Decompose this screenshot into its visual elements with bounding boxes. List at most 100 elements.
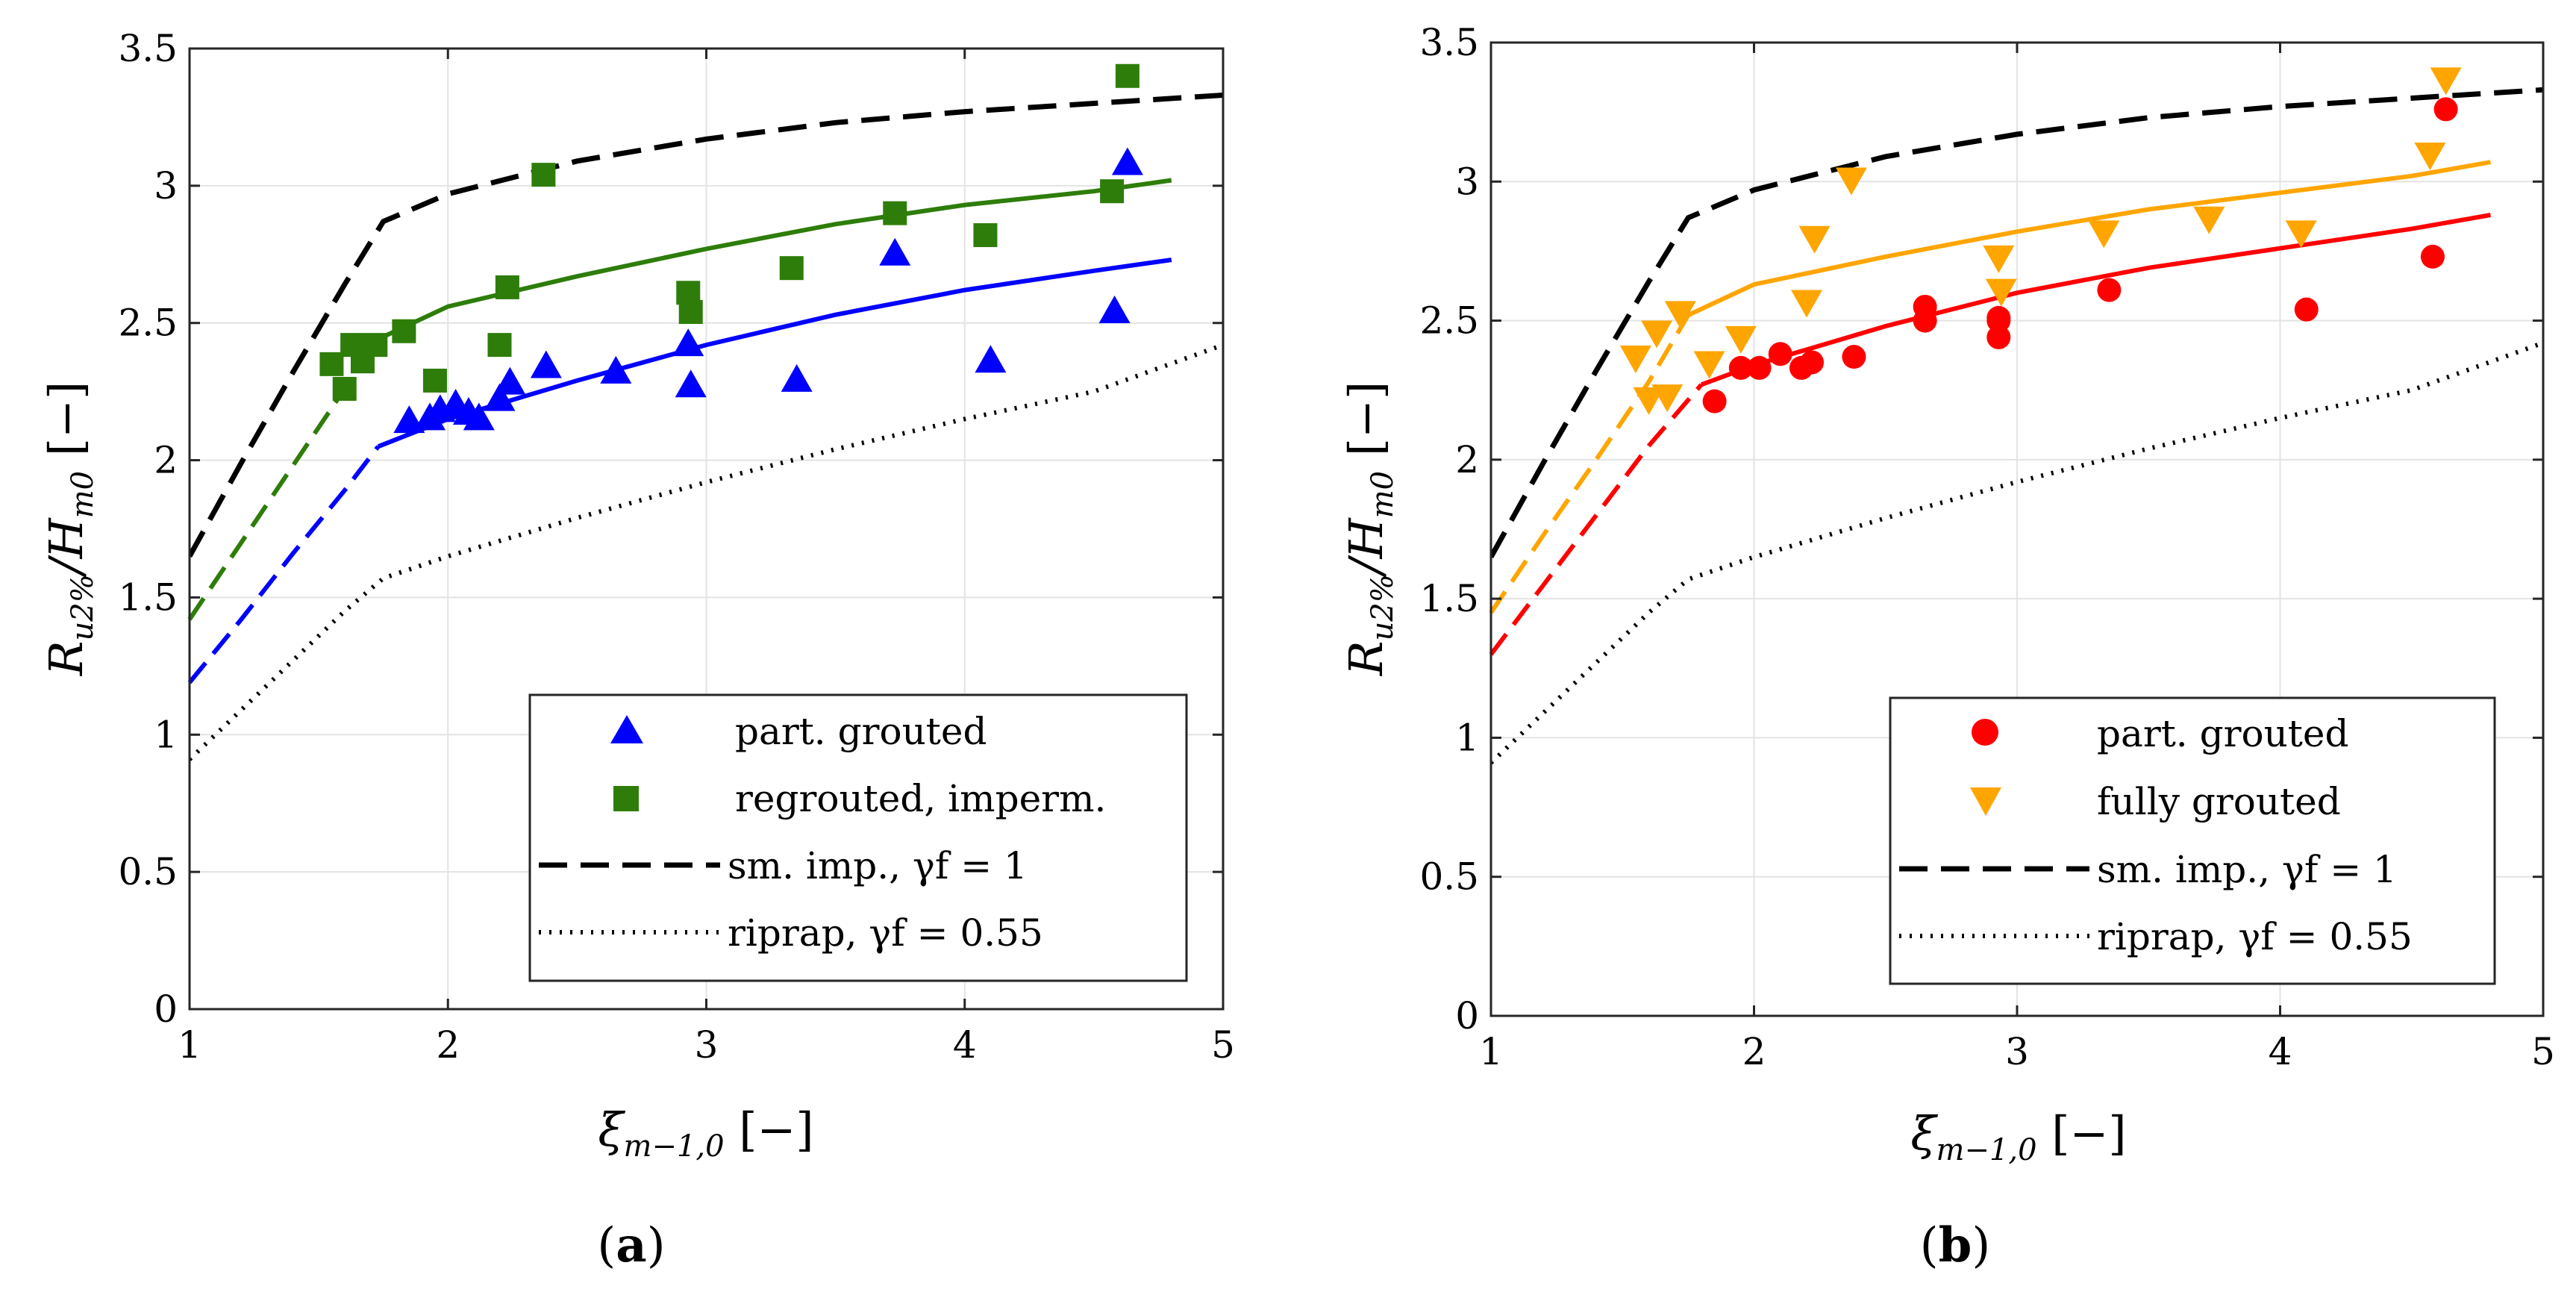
point-a-1-16 (1115, 63, 1139, 88)
y-tick-label-b-2: 1 (1455, 716, 1479, 759)
point-b-1-6 (1725, 325, 1757, 354)
fit-dashed-b-1 (1489, 313, 1690, 614)
point-b-1-4 (1664, 301, 1696, 329)
y-tick-label-b-7: 3.5 (1419, 21, 1479, 64)
caption-b: (b) (1920, 1217, 1991, 1273)
y-tick-label-a-5: 2.5 (118, 302, 178, 345)
point-b-0-11 (1986, 305, 2011, 330)
point-b-0-6 (1842, 345, 1866, 369)
x-tick-label-b-0: 1 (1479, 1030, 1503, 1073)
point-b-0-0 (1702, 389, 1727, 414)
x-tick-label-a-0: 1 (178, 1023, 201, 1067)
tick-labels-b: 1 2 3 4 5 0 0.5 1 1.5 2 2.5 3 3.5 (1419, 21, 2554, 1073)
legend-label-riprap-a: riprap, γf = 0.55 (728, 911, 1043, 955)
legend-b: part. grouted fully grouted sm. imp., γf… (1889, 696, 2496, 985)
y-tick-label-b-0: 0 (1455, 994, 1479, 1037)
point-a-1-8 (495, 275, 519, 299)
point-a-0-14 (975, 345, 1007, 373)
legend-marker-regrouted-a (613, 786, 639, 811)
fit-solid-a-1 (382, 178, 1172, 339)
fit-dashed-b-0 (1489, 383, 1704, 656)
point-a-1-9 (531, 163, 556, 187)
y-tick-label-a-2: 1 (154, 713, 178, 756)
y-tick-label-b-1: 0.5 (1419, 855, 1479, 899)
x-axis-label-b: ξm−1,0 [−] (1910, 1106, 2126, 1167)
point-a-0-10 (672, 328, 704, 357)
x-tick-label-a-3: 4 (953, 1023, 977, 1067)
point-b-1-5 (1693, 351, 1725, 379)
legend-label-riprap-b: riprap, γf = 0.55 (2097, 915, 2413, 958)
point-a-1-5 (392, 319, 416, 343)
point-b-0-15 (2433, 97, 2458, 122)
point-b-0-14 (2420, 244, 2445, 269)
fit-dashed-a-0 (187, 445, 381, 684)
tick-labels-a: 1 2 3 4 5 0 0.5 1 1.5 2 2.5 3 3.5 (118, 27, 1234, 1067)
legend-marker-part-grouted-a (610, 715, 643, 743)
x-tick-label-b-1: 2 (1742, 1030, 1766, 1073)
point-a-1-0 (319, 352, 344, 376)
series-line-b-3 (1491, 340, 2543, 765)
point-b-1-7 (1791, 290, 1822, 318)
x-tick-label-a-1: 2 (436, 1023, 460, 1067)
point-a-0-5 (463, 402, 495, 431)
legend-marker-fully-grouted-b (1970, 787, 2001, 816)
point-a-0-15 (1098, 296, 1131, 324)
legend-marker-part-grouted-b (1972, 719, 1998, 746)
legend-a: part. grouted regrouted, imperm. sm. imp… (528, 693, 1188, 982)
grid-a (189, 48, 1224, 1010)
point-b-0-5 (1800, 350, 1825, 375)
point-a-0-12 (781, 363, 813, 392)
caption-a-letter: a (616, 1217, 646, 1273)
y-tick-label-b-4: 2 (1455, 438, 1479, 481)
point-b-1-1 (1633, 387, 1665, 415)
point-b-0-13 (2294, 297, 2319, 322)
legend-label-regrouted-a: regrouted, imperm. (735, 777, 1106, 820)
caption-b-letter: b (1939, 1217, 1972, 1273)
series-line-b-2 (1491, 87, 2543, 559)
point-b-0-10 (1986, 325, 2011, 349)
fit-solid-b-1 (1687, 160, 2492, 317)
x-tick-label-a-2: 3 (695, 1023, 719, 1067)
y-tick-label-b-6: 3 (1455, 160, 1479, 203)
legend-label-smooth-imp-a: sm. imp., γf = 1 (728, 844, 1028, 887)
y-tick-label-b-3: 1.5 (1419, 577, 1479, 620)
x-tick-label-b-2: 3 (2005, 1030, 2029, 1073)
y-tick-label-a-1: 0.5 (118, 850, 178, 893)
point-b-1-8 (1798, 225, 1831, 254)
point-a-0-7 (494, 366, 526, 395)
point-b-1-13 (2193, 206, 2225, 234)
ticks-b (1489, 41, 2545, 1017)
y-tick-label-b-5: 2.5 (1419, 299, 1479, 343)
legend-label-part-grouted-a: part. grouted (735, 710, 987, 753)
point-a-1-13 (883, 201, 907, 225)
legend-label-smooth-imp-b: sm. imp., γf = 1 (2097, 848, 2397, 891)
x-axis-label-a: ξm−1,0 [−] (598, 1102, 813, 1164)
series-line-a-2 (190, 93, 1223, 558)
point-b-1-16 (2430, 67, 2462, 96)
y-tick-label-a-6: 3 (154, 164, 178, 207)
point-b-1-14 (2285, 220, 2317, 249)
point-a-1-14 (973, 223, 998, 248)
point-b-1-9 (1835, 167, 1867, 196)
y-axis-label-b: Ru2%/Hm0 [−] (1339, 381, 1400, 676)
point-a-1-7 (487, 333, 512, 358)
markers-b (1619, 67, 2462, 415)
point-a-0-9 (600, 355, 632, 384)
point-b-1-12 (2088, 220, 2120, 249)
y-tick-label-a-3: 1.5 (118, 575, 178, 619)
caption-a: (a) (597, 1217, 665, 1273)
point-a-0-16 (1111, 147, 1143, 175)
x-tick-label-b-4: 5 (2531, 1030, 2555, 1073)
point-b-0-12 (2097, 278, 2122, 302)
y-tick-label-a-7: 3.5 (118, 27, 178, 70)
y-axis-label-a: Ru2%/Hm0 [−] (39, 381, 100, 676)
point-a-1-1 (332, 376, 357, 401)
point-b-1-3 (1651, 384, 1684, 413)
point-a-1-4 (363, 333, 388, 358)
point-a-0-6 (484, 383, 516, 411)
panel-a: 1 2 3 4 5 0 0.5 1 1.5 2 2.5 3 3.5 ξm−1,0 [−] Ru2%/Hm… (39, 27, 1235, 1273)
legend-box-b (1889, 696, 2496, 985)
point-b-0-2 (1747, 355, 1772, 380)
point-b-1-15 (2414, 143, 2446, 171)
y-tick-label-a-0: 0 (154, 987, 178, 1031)
